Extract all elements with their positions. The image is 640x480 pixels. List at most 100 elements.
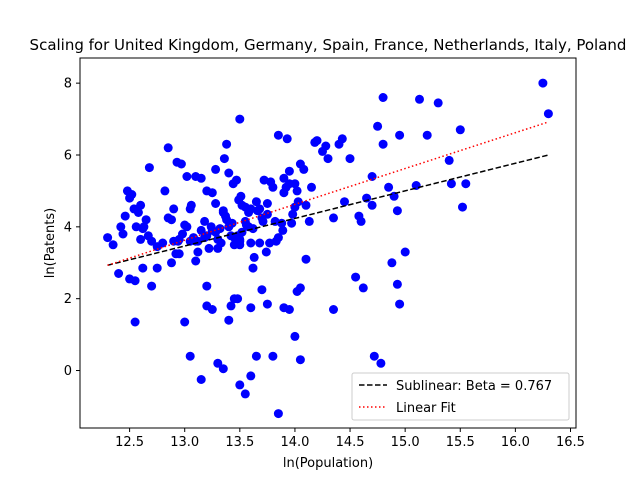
data-point	[302, 255, 311, 264]
data-point	[145, 163, 154, 172]
data-point	[221, 212, 230, 221]
data-point	[216, 224, 225, 233]
data-point	[139, 222, 148, 231]
data-point	[229, 179, 238, 188]
data-point	[211, 199, 220, 208]
data-point	[186, 204, 195, 213]
data-point	[197, 174, 206, 183]
data-point	[182, 222, 191, 231]
data-point	[253, 206, 262, 215]
data-point	[274, 409, 283, 418]
data-point	[379, 93, 388, 102]
data-point	[246, 303, 255, 312]
data-point	[368, 201, 377, 210]
data-point	[202, 186, 211, 195]
data-point	[458, 203, 467, 212]
data-point	[415, 95, 424, 104]
data-point	[259, 217, 268, 226]
data-point	[217, 239, 226, 248]
data-point	[274, 131, 283, 140]
data-point	[255, 239, 264, 248]
data-point	[224, 316, 233, 325]
data-point	[278, 226, 287, 235]
data-point	[387, 258, 396, 267]
data-point	[169, 204, 178, 213]
y-tick-label: 4	[64, 220, 72, 235]
data-point	[235, 380, 244, 389]
data-point	[368, 172, 377, 181]
data-point	[296, 355, 305, 364]
data-point	[299, 165, 308, 174]
data-point	[263, 300, 272, 309]
data-point	[173, 158, 182, 167]
data-point	[373, 122, 382, 131]
data-point	[228, 219, 237, 228]
data-point	[131, 318, 140, 327]
data-point	[205, 244, 214, 253]
data-point	[136, 235, 145, 244]
data-point	[293, 287, 302, 296]
data-point	[121, 212, 130, 221]
data-point	[329, 213, 338, 222]
data-point	[346, 154, 355, 163]
x-tick-label: 12.5	[115, 435, 144, 450]
data-point	[305, 217, 314, 226]
data-point	[246, 239, 255, 248]
y-tick-label: 6	[64, 148, 72, 163]
data-point	[224, 169, 233, 178]
data-point	[180, 318, 189, 327]
data-point	[445, 156, 454, 165]
data-point	[160, 186, 169, 195]
data-point	[211, 165, 220, 174]
data-point	[242, 221, 251, 230]
data-point	[220, 154, 229, 163]
x-tick-label: 15.0	[391, 435, 420, 450]
data-point	[272, 237, 281, 246]
x-tick-label: 13.5	[225, 435, 254, 450]
data-point	[393, 206, 402, 215]
data-point	[285, 167, 294, 176]
data-point	[103, 233, 112, 242]
y-axis-label: ln(Patents)	[43, 208, 58, 278]
data-point	[268, 183, 277, 192]
data-point	[393, 280, 402, 289]
data-point	[279, 174, 288, 183]
data-point	[191, 257, 200, 266]
data-point	[138, 264, 147, 273]
data-point	[208, 305, 217, 314]
data-point	[233, 294, 242, 303]
data-point	[376, 359, 385, 368]
data-point	[186, 352, 195, 361]
data-point	[395, 300, 404, 309]
data-point	[236, 192, 245, 201]
data-point	[461, 179, 470, 188]
data-point	[167, 215, 176, 224]
data-point	[370, 352, 379, 361]
data-point	[290, 332, 299, 341]
legend: Sublinear: Beta = 0.767 Linear Fit	[352, 373, 569, 420]
data-point	[250, 253, 259, 262]
data-point	[235, 235, 244, 244]
x-axis-label: ln(Population)	[283, 456, 373, 471]
data-point	[227, 301, 236, 310]
data-point	[285, 305, 294, 314]
data-point	[321, 142, 330, 151]
data-point	[114, 269, 123, 278]
data-point	[249, 264, 258, 273]
data-point	[241, 389, 250, 398]
data-point	[109, 240, 118, 249]
x-tick-label: 16.0	[501, 435, 530, 450]
data-point	[119, 230, 128, 239]
x-tick-label: 14.5	[336, 435, 365, 450]
x-tick-label: 13.0	[170, 435, 199, 450]
y-tick-label: 8	[64, 77, 72, 92]
data-point	[329, 305, 338, 314]
data-point	[434, 98, 443, 107]
data-point	[252, 352, 261, 361]
data-point	[456, 125, 465, 134]
data-point	[219, 364, 228, 373]
data-point	[246, 371, 255, 380]
data-point	[324, 154, 333, 163]
data-point	[153, 264, 162, 273]
